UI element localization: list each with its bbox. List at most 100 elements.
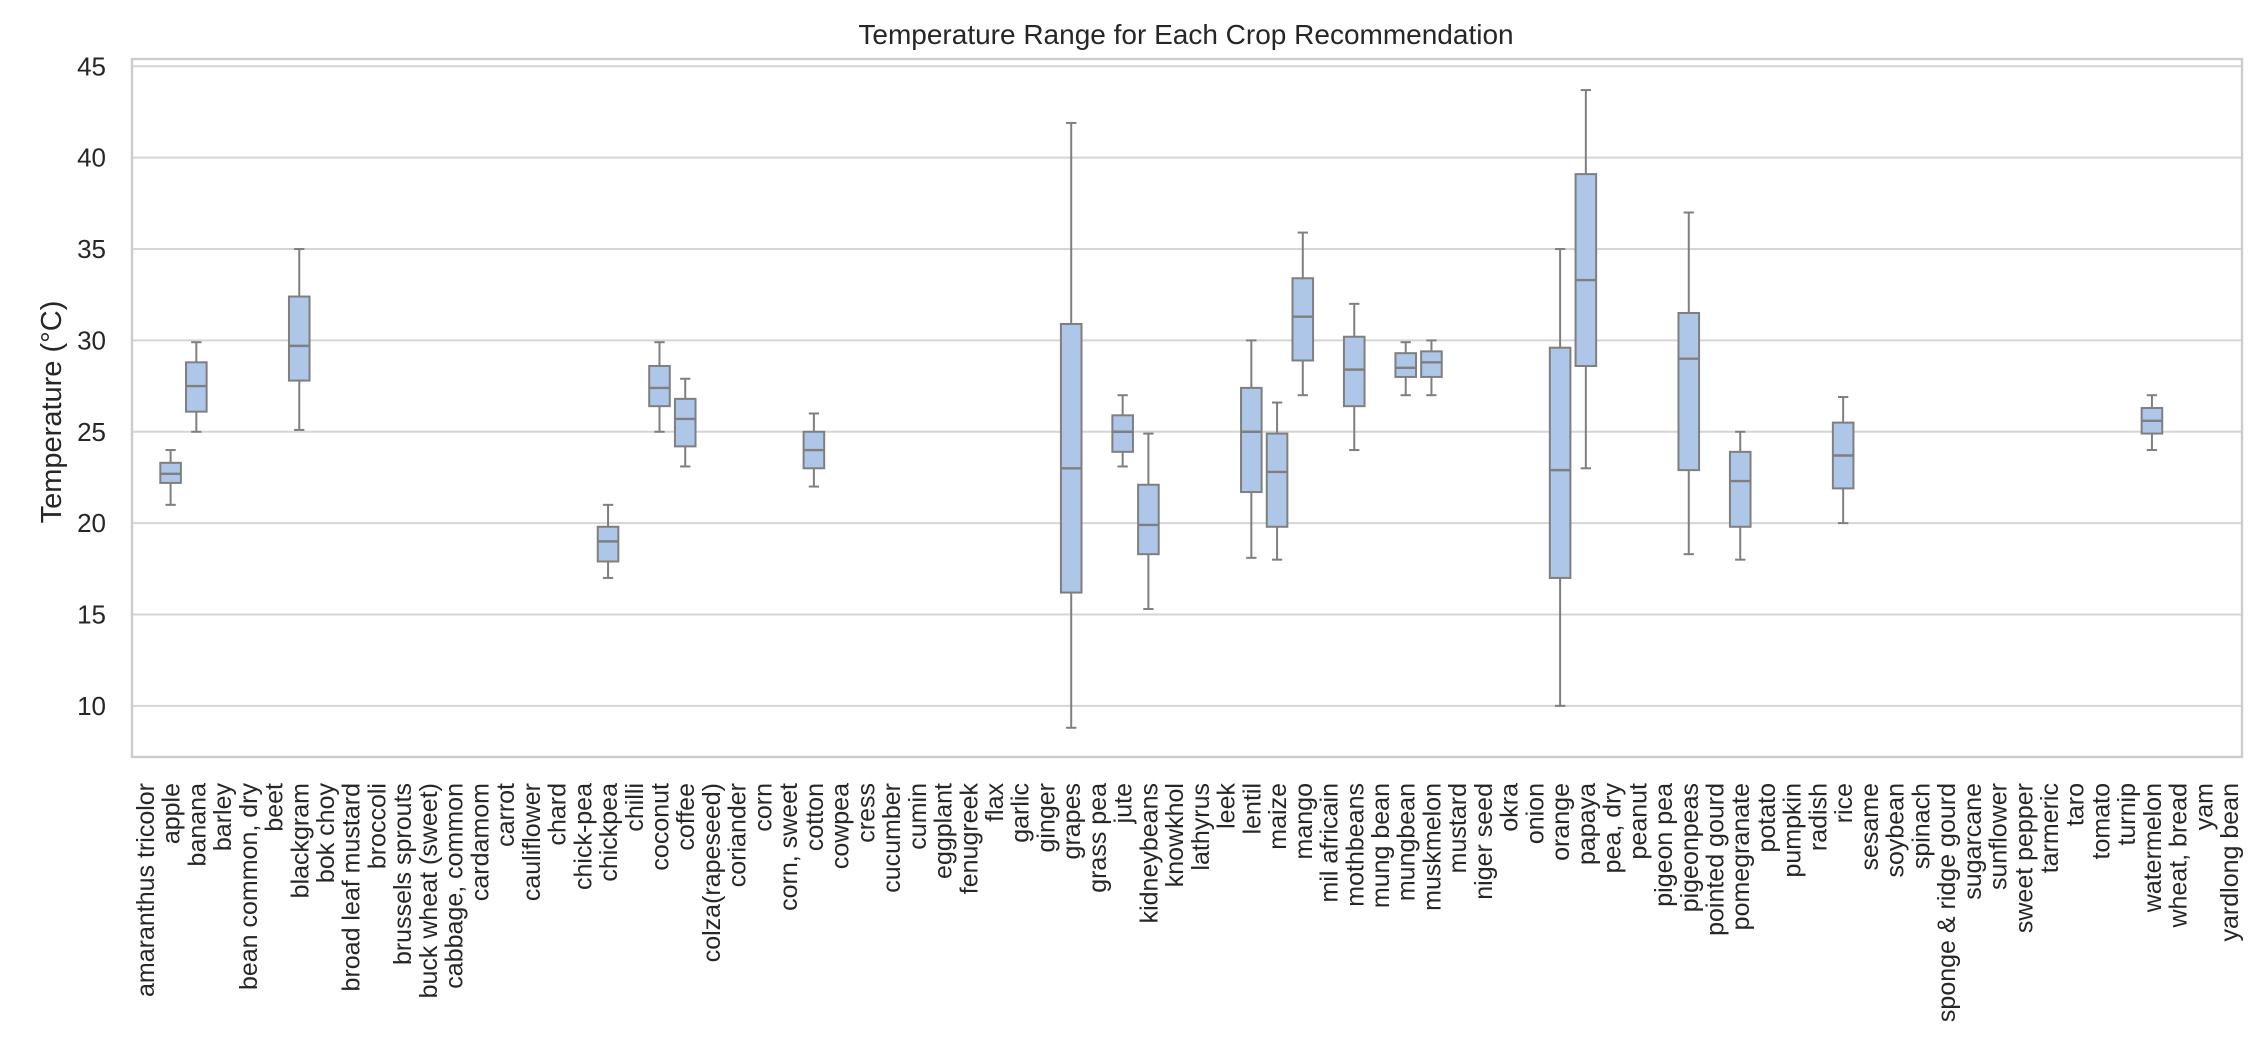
box-coffee xyxy=(673,377,697,468)
x-tick-label-coffee: coffee xyxy=(672,783,700,851)
iqr-box-orange xyxy=(1548,346,1572,579)
x-tick-label-sweet-pepper: sweet pepper xyxy=(2010,783,2038,933)
box-pigeonpeas xyxy=(1677,211,1701,556)
x-tick-label-banana: banana xyxy=(183,783,211,867)
x-tick-label-beet: beet xyxy=(261,783,289,832)
x-tick-label-broccoli: broccoli xyxy=(363,783,391,869)
x-tick-label-pomegranate: pomegranate xyxy=(1727,783,1755,930)
y-tick-label: 45 xyxy=(77,51,106,81)
iqr-box-pomegranate xyxy=(1728,450,1752,528)
x-tick-label-maize: maize xyxy=(1264,783,1292,850)
iqr-box-mango xyxy=(1291,277,1315,362)
x-tick-label-amaranthus-tricolor: amaranthus tricolor xyxy=(132,783,160,997)
x-tick-label-chilli: chilli xyxy=(621,783,649,832)
iqr-box-papaya xyxy=(1574,173,1598,367)
iqr-box-mothbeans xyxy=(1342,335,1366,408)
x-tick-label-coconut: coconut xyxy=(647,783,675,871)
iqr-box-coconut xyxy=(648,364,671,408)
iqr-box-mungbean xyxy=(1394,352,1418,378)
x-tick-label-broad-leaf-mustard: broad leaf mustard xyxy=(338,783,366,991)
box-mango xyxy=(1291,231,1315,397)
box-chickpea xyxy=(596,503,620,579)
x-tick-label-sponge-ridge-gourd: sponge & ridge gourd xyxy=(1933,783,1961,1022)
y-tick-label: 30 xyxy=(77,325,106,355)
x-tick-label-yam: yam xyxy=(2190,783,2218,830)
y-tick-label: 15 xyxy=(77,599,106,629)
iqr-box-chickpea xyxy=(596,525,620,563)
x-tick-label-cowpea: cowpea xyxy=(827,783,855,869)
iqr-box-blackgram xyxy=(287,295,311,382)
y-tick-label: 10 xyxy=(77,691,106,721)
x-tick-label-mung-bean: mung bean xyxy=(1367,783,1395,908)
x-tick-label-cardamom: cardamom xyxy=(466,783,494,901)
x-tick-labels: amaranthus tricolorapplebananabarleybean… xyxy=(132,783,2244,1023)
x-tick-label-tomato: tomato xyxy=(2087,783,2115,859)
x-tick-label-cauliflower: cauliflower xyxy=(518,783,546,901)
x-tick-label-pointed-gourd: pointed gourd xyxy=(1702,783,1730,936)
x-tick-label-tarmeric: tarmeric xyxy=(2036,783,2064,873)
x-tick-label-kidneybeans: kidneybeans xyxy=(1135,783,1163,923)
x-tick-label-okra: okra xyxy=(1496,783,1524,832)
x-tick-label-mungbean: mungbean xyxy=(1393,783,1421,901)
x-tick-label-pigeon-pea: pigeon pea xyxy=(1650,783,1678,907)
x-tick-label-sunflower: sunflower xyxy=(1985,783,2013,890)
x-tick-label-peanut: peanut xyxy=(1624,783,1652,860)
iqr-box-grapes xyxy=(1059,322,1083,594)
x-tick-label-mustard: mustard xyxy=(1444,783,1472,873)
x-tick-label-sugarcane: sugarcane xyxy=(1959,783,1987,900)
x-tick-label-flax: flax xyxy=(981,783,1009,822)
iqr-box-kidneybeans xyxy=(1137,483,1160,556)
box-cotton xyxy=(802,412,826,488)
x-tick-label-papaya: papaya xyxy=(1573,783,1601,865)
iqr-box-maize xyxy=(1265,432,1289,528)
x-tick-label-leek: leek xyxy=(1213,783,1241,829)
box-grapes xyxy=(1059,121,1083,729)
x-tick-label-chard: chard xyxy=(544,783,572,846)
y-tick-label: 35 xyxy=(77,234,106,264)
x-tick-label-eggplant: eggplant xyxy=(930,783,958,879)
x-tick-label-orange: orange xyxy=(1547,783,1575,861)
x-tick-label-corn: corn xyxy=(749,783,777,832)
x-tick-label-potato: potato xyxy=(1753,783,1781,853)
x-tick-label-wheat-bread: wheat, bread xyxy=(2165,783,2193,929)
x-tick-label-brussels-sprouts: brussels sprouts xyxy=(389,783,417,965)
box-coconut xyxy=(648,341,671,433)
x-tick-label-soybean: soybean xyxy=(1882,783,1910,878)
box-lentil xyxy=(1240,339,1263,559)
x-tick-label-lathyrus: lathyrus xyxy=(1187,783,1215,871)
x-tick-label-cabbage-common: cabbage, common xyxy=(441,783,469,989)
x-tick-label-pigeonpeas: pigeonpeas xyxy=(1676,783,1704,912)
x-tick-label-niger-seed: niger seed xyxy=(1470,783,1498,900)
box-orange xyxy=(1548,248,1572,707)
x-tick-label-colza-rapeseed: colza(rapeseed) xyxy=(698,783,726,962)
x-tick-label-mil-africain: mil africain xyxy=(1316,783,1344,902)
box-mungbean xyxy=(1394,341,1418,397)
grid-lines xyxy=(132,65,2242,707)
box-banana xyxy=(185,341,208,433)
x-tick-label-chick-pea: chick-pea xyxy=(569,783,597,890)
x-tick-label-cumin: cumin xyxy=(904,783,932,850)
y-axis-label: Temperature (°C) xyxy=(36,301,68,524)
x-tick-label-bean-common-dry: bean common, dry xyxy=(235,783,263,991)
x-tick-label-rice: rice xyxy=(1830,783,1858,823)
x-tick-label-bok-choy: bok choy xyxy=(312,783,340,884)
box-muskmelon xyxy=(1420,339,1443,397)
x-tick-label-blackgram: blackgram xyxy=(286,783,314,898)
box-pomegranate xyxy=(1728,430,1752,561)
y-tick-label: 20 xyxy=(77,508,106,538)
x-tick-label-muskmelon: muskmelon xyxy=(1418,783,1446,911)
x-tick-label-pea-dry: pea, dry xyxy=(1599,783,1627,874)
y-tick-label: 40 xyxy=(77,143,106,173)
box-apple xyxy=(159,449,182,506)
box-mothbeans xyxy=(1342,302,1366,452)
x-tick-label-turnip: turnip xyxy=(2113,783,2141,846)
x-tick-label-mothbeans: mothbeans xyxy=(1341,783,1369,907)
box-watermelon xyxy=(2140,394,2164,452)
box-jute xyxy=(1111,394,1134,468)
x-tick-label-buck-wheat-sweet: buck wheat (sweet) xyxy=(415,783,443,998)
x-tick-label-spinach: spinach xyxy=(1907,783,1935,869)
plot-frame xyxy=(130,57,2244,759)
x-tick-label-pumpkin: pumpkin xyxy=(1779,783,1807,878)
x-tick-label-jute: jute xyxy=(1110,783,1138,824)
